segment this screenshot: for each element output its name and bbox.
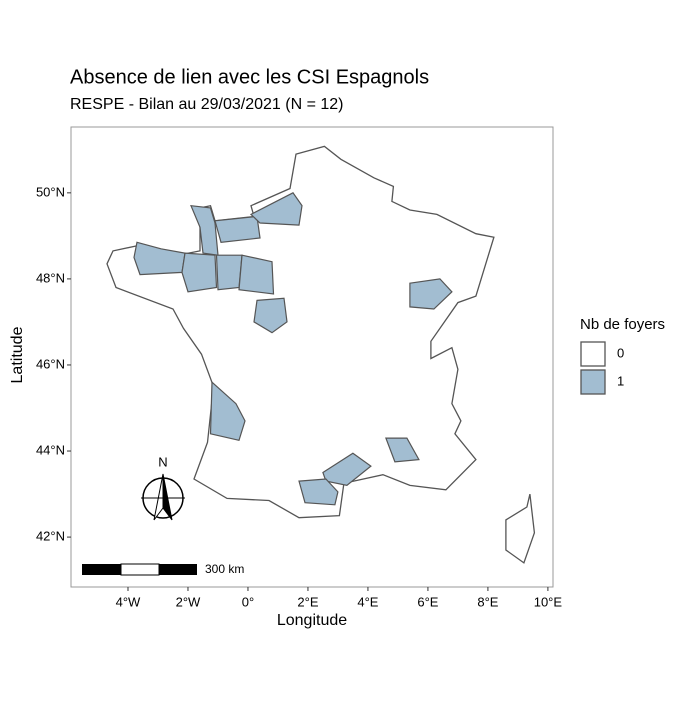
y-axis-title: Latitude (9, 326, 26, 383)
x-tick-label: 6°E (417, 594, 438, 609)
department (298, 478, 339, 506)
legend-label: 0 (617, 345, 624, 360)
x-tick-label: 2°E (297, 594, 318, 609)
subtitle: RESPE - Bilan au 29/03/2021 (N = 12) (70, 96, 344, 113)
y-tick-label: 42°N (36, 529, 65, 544)
x-tick-label: 8°E (477, 594, 498, 609)
scale-bar (82, 563, 197, 576)
legend-title: Nb de foyers (580, 316, 665, 333)
y-tick-label: 46°N (36, 356, 65, 371)
x-tick-label: 0° (242, 594, 254, 609)
legend-swatch (580, 369, 606, 395)
department (215, 254, 243, 291)
x-tick-label: 10°E (534, 594, 563, 609)
department (209, 380, 246, 442)
y-tick-label: 44°N (36, 442, 65, 457)
title: Absence de lien avec les CSI Espagnols (70, 66, 429, 88)
x-tick-label: 2°W (176, 594, 201, 609)
north-label: N (158, 454, 167, 469)
department (385, 437, 420, 463)
north-arrow (141, 473, 185, 521)
x-tick-label: 4°E (357, 594, 378, 609)
y-tick-label: 48°N (36, 270, 65, 285)
country-outline (505, 493, 536, 564)
department (214, 215, 261, 243)
x-axis-title: Longitude (277, 612, 347, 629)
y-tick-label: 50°N (36, 184, 65, 199)
department (253, 297, 288, 334)
legend-swatch (580, 341, 606, 367)
department (409, 278, 453, 310)
legend-label: 1 (617, 373, 624, 388)
department (238, 254, 275, 295)
department (181, 252, 218, 293)
x-tick-label: 4°W (116, 594, 141, 609)
department (249, 192, 303, 226)
scale-bar-label: 300 km (205, 562, 244, 576)
